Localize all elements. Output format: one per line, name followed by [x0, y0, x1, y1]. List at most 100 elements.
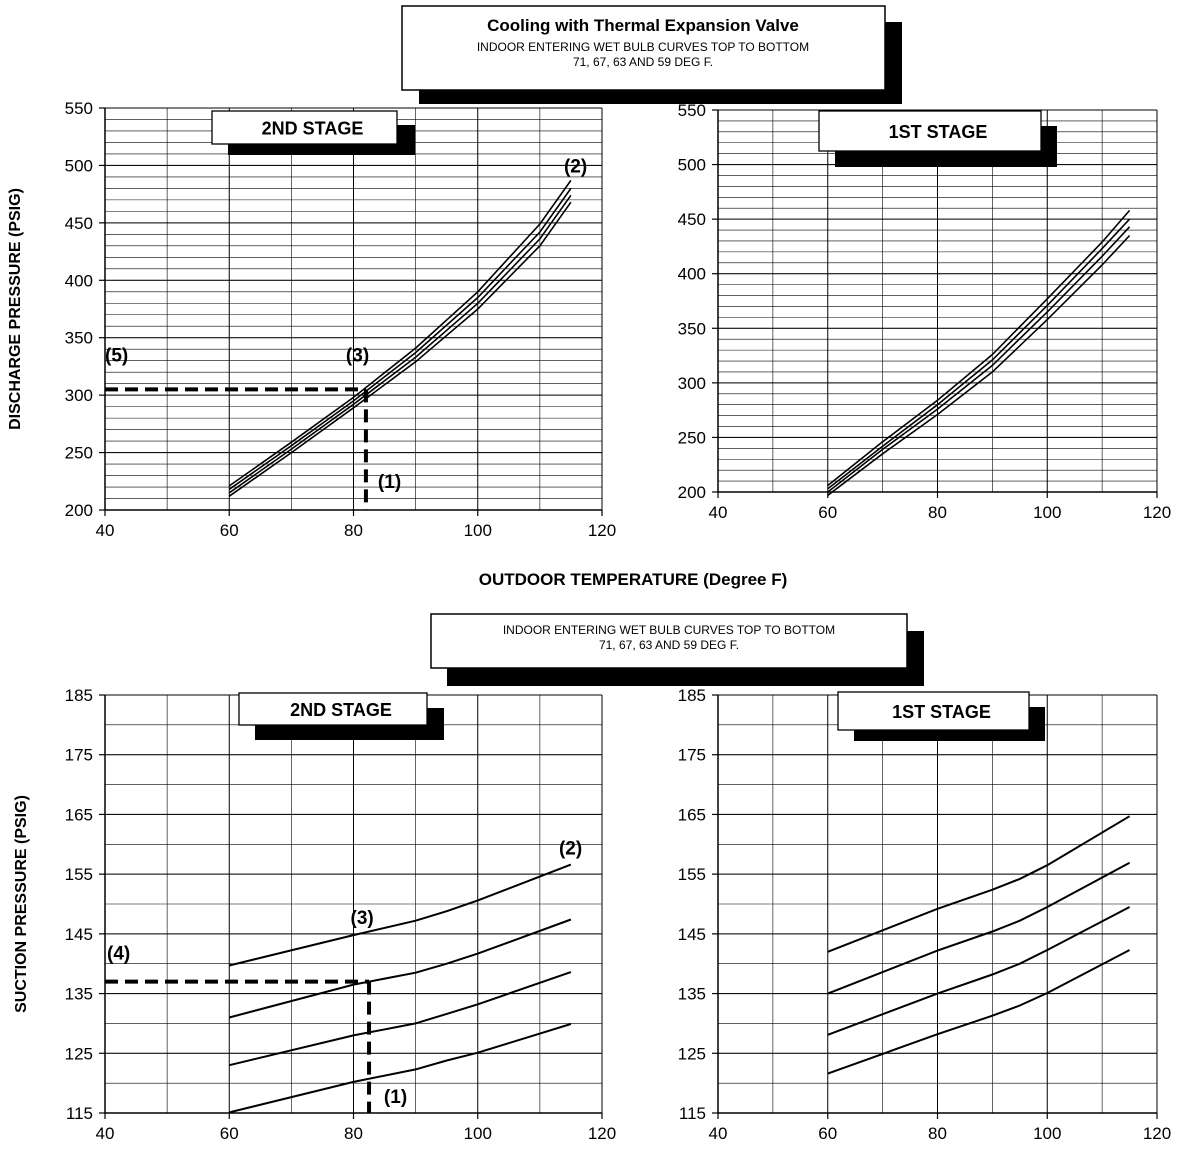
annotation-label: (2)	[564, 156, 587, 177]
x-tick-label: 80	[928, 503, 947, 522]
y-tick-label: 350	[678, 319, 706, 338]
y-tick-label: 400	[678, 265, 706, 284]
y-tick-label: 450	[65, 214, 93, 233]
y-tick-label: 200	[678, 483, 706, 502]
stage-label: 1ST STAGE	[889, 122, 988, 142]
series-line-1	[827, 209, 1131, 487]
y-tick-label: 500	[678, 156, 706, 175]
series-line-3	[229, 971, 572, 1067]
annotation-label: (5)	[105, 345, 128, 366]
stage-label: 2ND STAGE	[262, 119, 364, 139]
y-tick-label: 175	[678, 746, 706, 765]
y-tick-label: 175	[65, 746, 93, 765]
series-line-2	[827, 218, 1131, 490]
y-tick-label: 500	[65, 156, 93, 175]
y-tick-label: 155	[678, 865, 706, 884]
x-tick-label: 120	[588, 1124, 616, 1143]
series-line-3	[228, 194, 572, 494]
series-line-2	[827, 861, 1131, 995]
grid	[717, 694, 1158, 1114]
y-tick-label: 155	[65, 865, 93, 884]
x-tick-label: 40	[96, 1124, 115, 1143]
y-tick-label: 250	[678, 428, 706, 447]
y-tick-label: 135	[678, 985, 706, 1004]
x-tick-label: 120	[1143, 503, 1171, 522]
stage-label: 1ST STAGE	[892, 702, 991, 722]
y-tick-label: 200	[65, 501, 93, 520]
series-line-4	[228, 201, 572, 497]
chart-1: 200 250 300 350 400 450 500 550 40 60 80 100 120 DISC…	[7, 99, 616, 540]
y-tick-label: 550	[65, 99, 93, 118]
x-tick-label: 80	[344, 521, 363, 540]
x-tick-label: 40	[96, 521, 115, 540]
middle-note-box: INDOOR ENTERING WET BULB CURVES TOP TO B…	[430, 613, 924, 686]
y-tick-label: 165	[65, 805, 93, 824]
y-tick-label: 350	[65, 329, 93, 348]
x-tick-label: 40	[709, 1124, 728, 1143]
header-line-1: INDOOR ENTERING WET BULB CURVES TOP TO B…	[477, 40, 809, 54]
x-tick-label: 80	[344, 1124, 363, 1143]
series-line-4	[229, 1023, 572, 1114]
x-tick-label: 100	[464, 1124, 492, 1143]
x-tick-label: 100	[1033, 503, 1061, 522]
series-line-3	[827, 226, 1131, 493]
series-line-4	[827, 234, 1131, 496]
stage-label-frame	[837, 691, 1030, 731]
y-tick-label: 145	[65, 925, 93, 944]
y-tick-label: 450	[678, 210, 706, 229]
shared-x-axis-label: OUTDOOR TEMPERATURE (Degree F)	[479, 570, 788, 589]
grid	[104, 107, 603, 511]
header-title: Cooling with Thermal Expansion Valve	[487, 16, 799, 35]
y-tick-label: 135	[65, 985, 93, 1004]
series-lines	[228, 179, 572, 497]
series-line-1	[228, 179, 572, 487]
y-tick-label: 145	[678, 925, 706, 944]
middle-note-frame	[430, 613, 908, 669]
y-tick-label: 115	[66, 1104, 93, 1123]
y-tick-label: 300	[65, 386, 93, 405]
annotation-label: (4)	[107, 944, 130, 965]
x-tick-label: 80	[928, 1124, 947, 1143]
y-tick-label: 250	[65, 444, 93, 463]
header-frame	[401, 5, 886, 91]
x-tick-label: 60	[220, 521, 239, 540]
charts-group: 200 250 300 350 400 450 500 550 40 60 80 100 120 DISC…	[7, 99, 1171, 1143]
stage-label-frame	[818, 110, 1042, 152]
header-box: Cooling with Thermal Expansion Valve IND…	[401, 5, 902, 104]
annotation-label: (2)	[559, 839, 582, 860]
y-tick-label: 185	[65, 686, 93, 705]
x-tick-label: 120	[1143, 1124, 1171, 1143]
chart-3: 115 125 135 145 155 165 175 185 40 60 80 100 120 SUCT…	[13, 686, 616, 1143]
series-lines	[229, 863, 572, 1114]
annotation-label: (3)	[346, 345, 369, 366]
y-axis-title: SUCTION PRESSURE (PSIG)	[13, 795, 30, 1013]
series-line-1	[827, 815, 1131, 953]
x-tick-label: 100	[1033, 1124, 1061, 1143]
series-line-2	[228, 187, 572, 490]
y-tick-label: 400	[65, 271, 93, 290]
series-lines	[827, 209, 1131, 496]
middle-note-line-1: INDOOR ENTERING WET BULB CURVES TOP TO B…	[503, 623, 835, 637]
y-axis-title: DISCHARGE PRESSURE (PSIG)	[7, 188, 24, 430]
x-tick-label: 40	[709, 503, 728, 522]
y-tick-label: 125	[65, 1044, 93, 1063]
x-tick-label: 60	[818, 1124, 837, 1143]
y-tick-label: 165	[678, 805, 706, 824]
grid	[104, 694, 603, 1114]
series-line-4	[827, 949, 1131, 1075]
header-line-2: 71, 67, 63 AND 59 DEG F.	[573, 55, 713, 69]
x-tick-label: 100	[464, 521, 492, 540]
y-tick-label: 125	[678, 1044, 706, 1063]
chart-2: 200 250 300 350 400 450 500 550 40 60 80 100 120 1ST …	[678, 101, 1172, 522]
series-line-1	[229, 863, 572, 967]
series-line-2	[229, 918, 572, 1019]
annotation-label: (3)	[351, 908, 374, 929]
annotation-label: (1)	[384, 1087, 407, 1108]
x-tick-label: 120	[588, 521, 616, 540]
grid	[717, 109, 1158, 493]
annotation-label: (1)	[378, 472, 401, 493]
y-tick-label: 550	[678, 101, 706, 120]
series-line-3	[827, 906, 1131, 1036]
